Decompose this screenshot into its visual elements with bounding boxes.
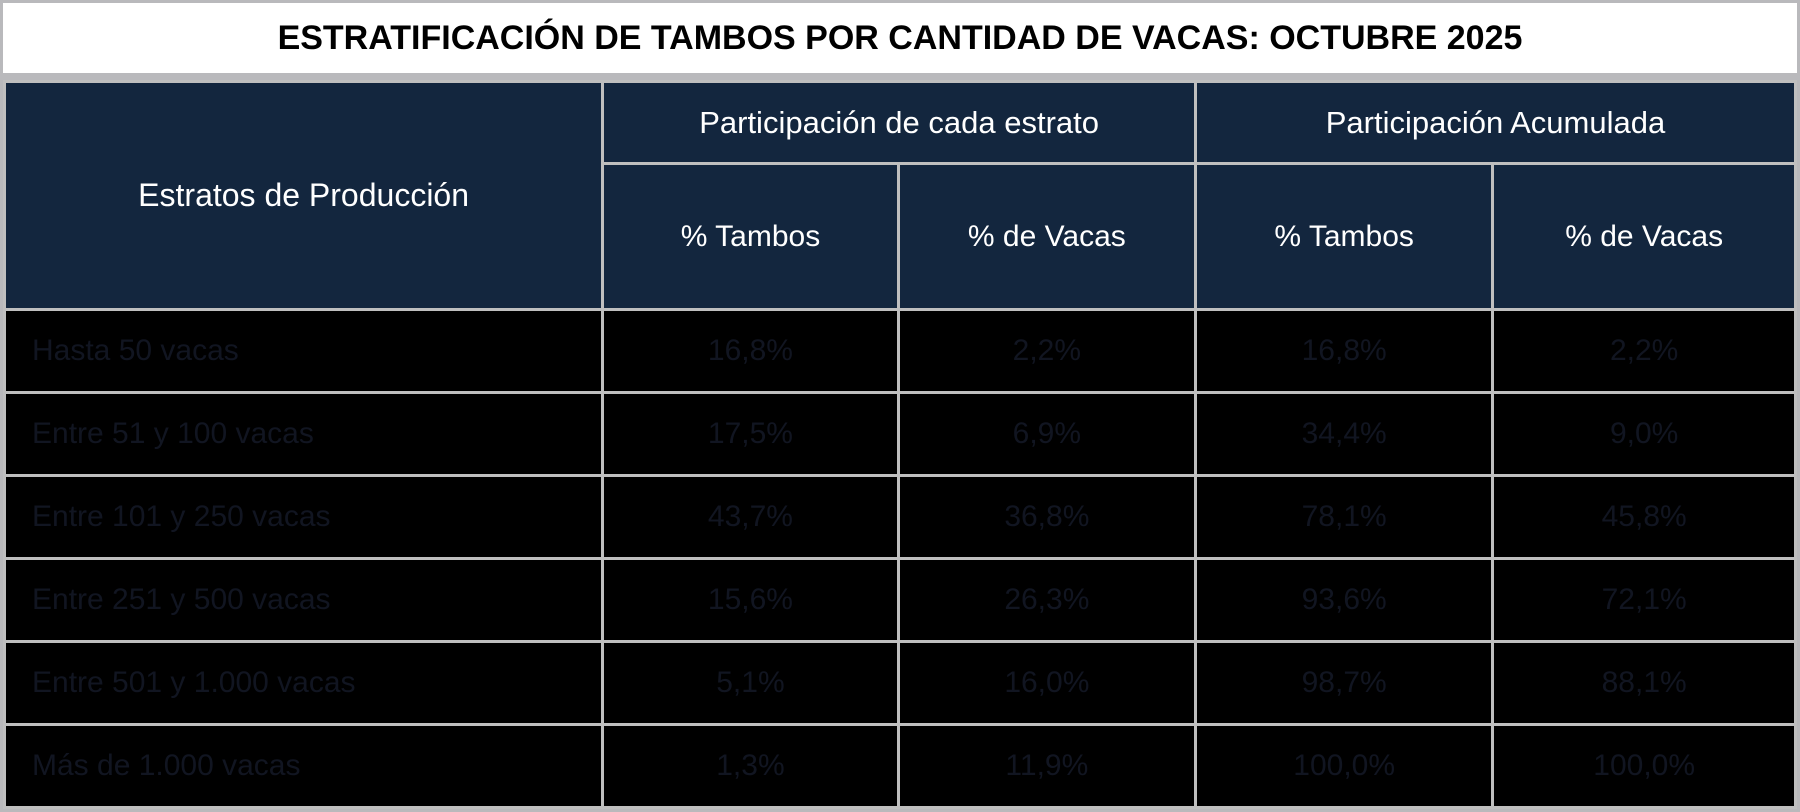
- acum-vacas-cell: 2,2%: [1491, 308, 1797, 394]
- row-label-cell: Más de 1.000 vacas: [3, 723, 605, 809]
- row-label-cell: Entre 251 y 500 vacas: [3, 557, 605, 643]
- row-label-cell: Hasta 50 vacas: [3, 308, 605, 394]
- header-group-participacion-acumulada: Participación Acumulada: [1194, 80, 1797, 165]
- row-label-cell: Entre 101 y 250 vacas: [3, 474, 605, 560]
- estrato-vacas-cell: 16,0%: [896, 640, 1198, 726]
- stratification-table: Estratos de Producción Participación de …: [3, 80, 1797, 809]
- acum-vacas-cell: 100,0%: [1491, 723, 1797, 809]
- table-row: Entre 501 y 1.000 vacas 5,1% 16,0% 98,7%…: [3, 640, 1797, 726]
- estrato-tambos-cell: 16,8%: [601, 308, 900, 394]
- header-sub-row: % Tambos % de Vacas % Tambos % de Vacas: [5, 162, 1797, 311]
- table-title-bar: ESTRATIFICACIÓN DE TAMBOS POR CANTIDAD D…: [3, 3, 1797, 80]
- estrato-vacas-cell: 11,9%: [896, 723, 1198, 809]
- acum-tambos-cell: 100,0%: [1193, 723, 1495, 809]
- row-label-cell: Entre 51 y 100 vacas: [3, 391, 605, 477]
- estrato-tambos-cell: 5,1%: [601, 640, 900, 726]
- header-estratos: Estratos de Producción: [3, 80, 605, 311]
- estrato-tambos-cell: 15,6%: [601, 557, 900, 643]
- acum-vacas-cell: 9,0%: [1491, 391, 1797, 477]
- table-row: Entre 251 y 500 vacas 15,6% 26,3% 93,6% …: [3, 557, 1797, 643]
- estrato-vacas-cell: 36,8%: [896, 474, 1198, 560]
- estrato-tambos-cell: 43,7%: [601, 474, 900, 560]
- estrato-vacas-cell: 6,9%: [896, 391, 1198, 477]
- table-row: Hasta 50 vacas 16,8% 2,2% 16,8% 2,2%: [3, 308, 1797, 394]
- table-header: Estratos de Producción Participación de …: [3, 80, 1797, 311]
- estrato-tambos-cell: 1,3%: [601, 723, 900, 809]
- table-body: Hasta 50 vacas 16,8% 2,2% 16,8% 2,2% Ent…: [3, 308, 1797, 809]
- acum-vacas-cell: 88,1%: [1491, 640, 1797, 726]
- header-estrato-vacas: % de Vacas: [896, 162, 1198, 311]
- table-row: Más de 1.000 vacas 1,3% 11,9% 100,0% 100…: [3, 723, 1797, 809]
- header-group-row: Estratos de Producción Participación de …: [3, 80, 1797, 311]
- header-acum-vacas: % de Vacas: [1491, 162, 1797, 311]
- acum-tambos-cell: 34,4%: [1193, 391, 1495, 477]
- acum-vacas-cell: 72,1%: [1491, 557, 1797, 643]
- acum-vacas-cell: 45,8%: [1491, 474, 1797, 560]
- acum-tambos-cell: 98,7%: [1193, 640, 1495, 726]
- row-label-cell: Entre 501 y 1.000 vacas: [3, 640, 605, 726]
- estrato-vacas-cell: 2,2%: [896, 308, 1198, 394]
- header-group-participacion-estrato: Participación de cada estrato: [601, 80, 1197, 165]
- table-row: Entre 51 y 100 vacas 17,5% 6,9% 34,4% 9,…: [3, 391, 1797, 477]
- header-estrato-tambos: % Tambos: [601, 162, 900, 311]
- estrato-vacas-cell: 26,3%: [896, 557, 1198, 643]
- estrato-tambos-cell: 17,5%: [601, 391, 900, 477]
- acum-tambos-cell: 93,6%: [1193, 557, 1495, 643]
- acum-tambos-cell: 16,8%: [1193, 308, 1495, 394]
- table-row: Entre 101 y 250 vacas 43,7% 36,8% 78,1% …: [3, 474, 1797, 560]
- acum-tambos-cell: 78,1%: [1193, 474, 1495, 560]
- table-title: ESTRATIFICACIÓN DE TAMBOS POR CANTIDAD D…: [277, 18, 1523, 57]
- header-acum-tambos: % Tambos: [1193, 162, 1495, 311]
